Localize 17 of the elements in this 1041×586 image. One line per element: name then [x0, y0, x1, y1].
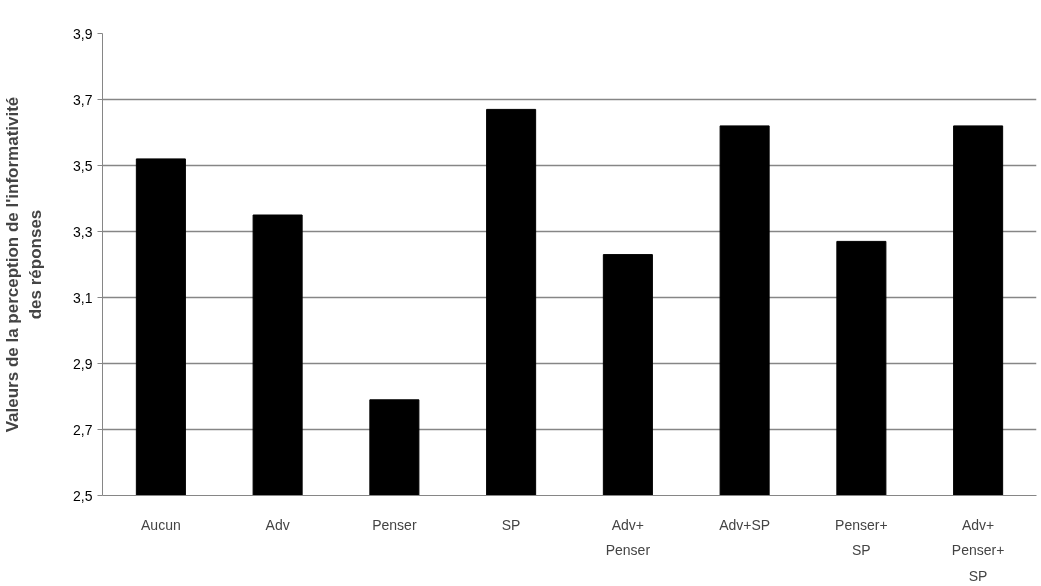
x-tick-label: Adv: [265, 516, 290, 533]
x-tick-label: Aucun: [141, 516, 181, 533]
x-tick-label: SP: [501, 516, 521, 533]
y-tick-label: 3,5: [73, 157, 93, 174]
x-tick-label: Penser: [372, 516, 417, 533]
y-axis-title: Valeurs de la perception de l'informativité des réponses: [3, 96, 46, 433]
y-tick-label: 2,9: [73, 355, 93, 372]
y-tick-label: 2,7: [73, 421, 93, 438]
y-tick-label: 3,3: [73, 223, 93, 240]
y-tick-label: 3,7: [73, 91, 93, 108]
x-tick-label: Adv+SP: [719, 516, 771, 533]
y-tick-label: 2,5: [73, 487, 93, 504]
x-tick-label: Adv+ Penser: [605, 516, 651, 559]
y-tick-label: 3,9: [73, 25, 93, 42]
x-tick-label: Penser+ SP: [835, 516, 888, 559]
x-tick-label: Adv+ Penser+ SP: [951, 516, 1005, 584]
y-tick-label: 3,1: [73, 289, 93, 306]
